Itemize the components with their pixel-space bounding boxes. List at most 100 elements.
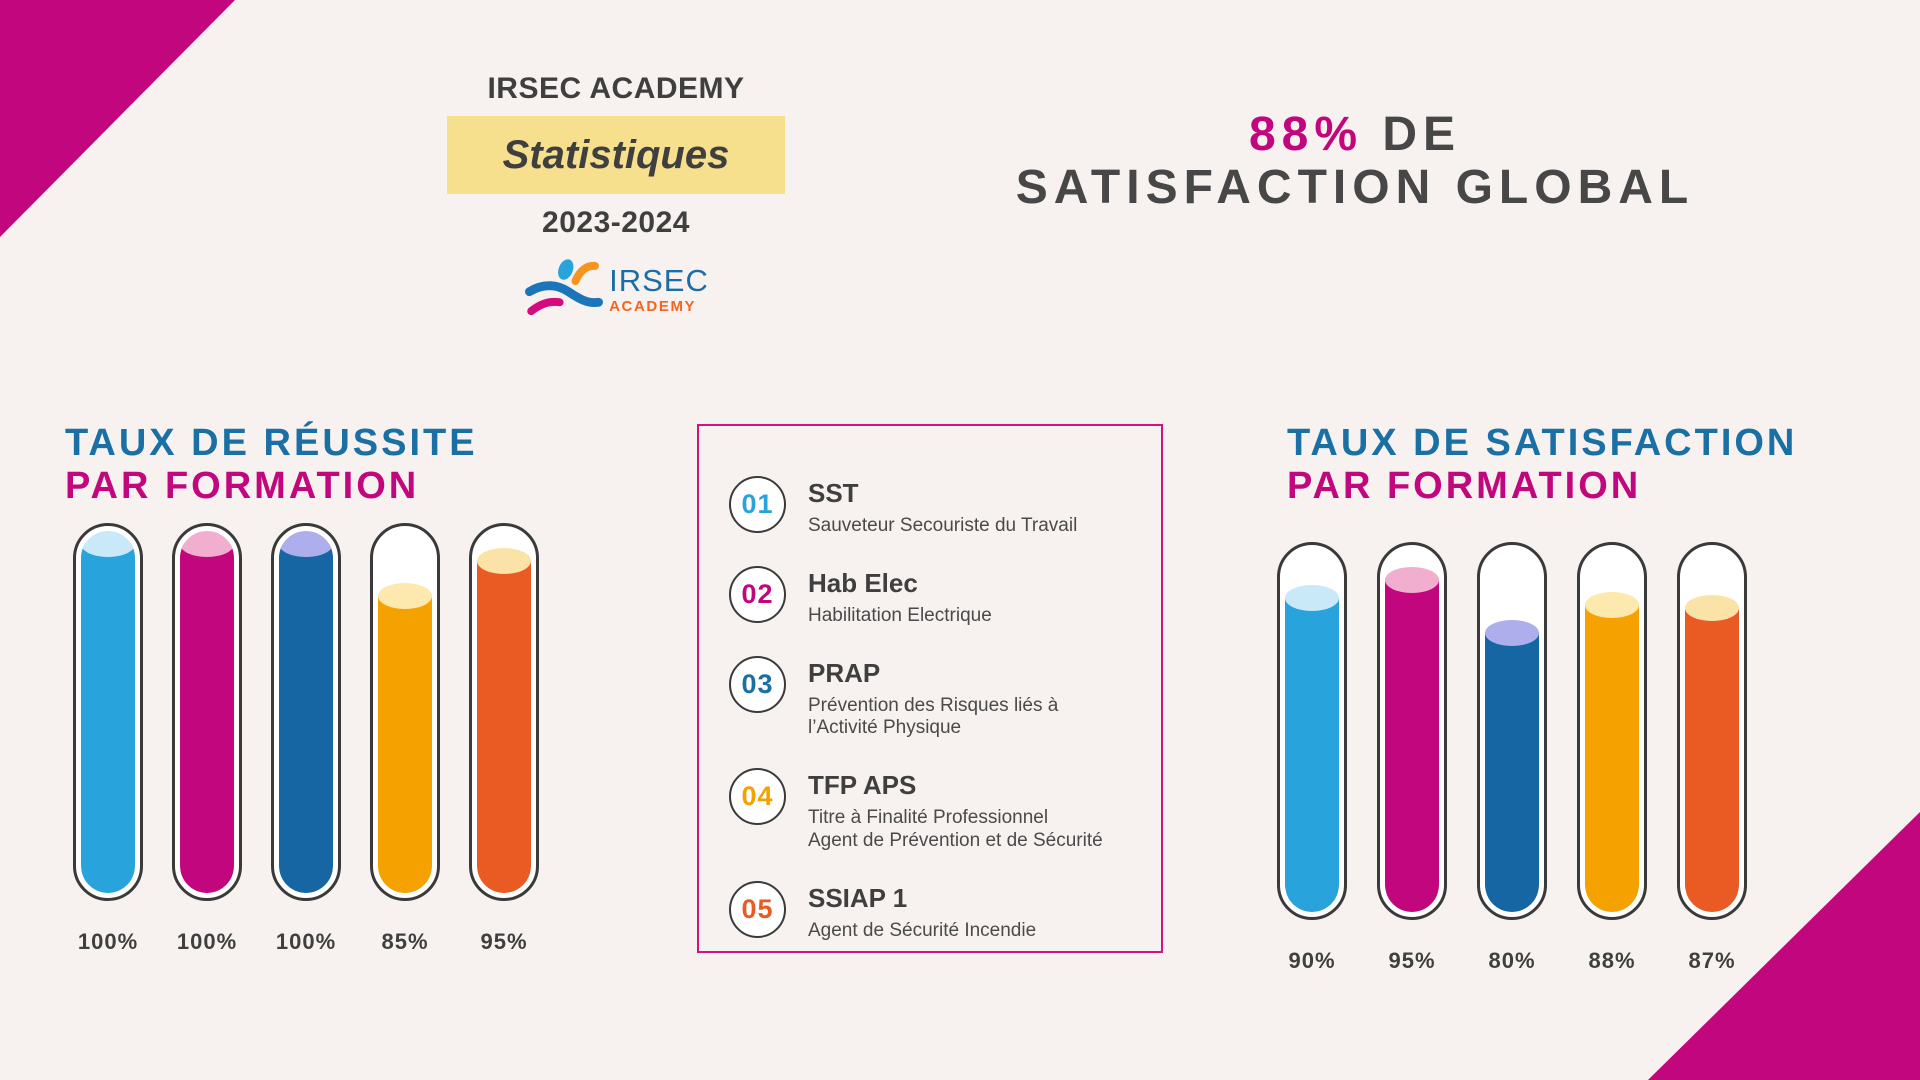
period-label: 2023-2024 [542, 206, 690, 239]
formation-description: Prévention des Risques liés à l’Activité … [808, 694, 1059, 739]
bar-value-label: 88% [1588, 948, 1636, 973]
formation-description: Agent de Sécurité Incendie [808, 919, 1037, 941]
headline-line1-rest: DE [1382, 108, 1462, 161]
formation-code: PRAP [808, 657, 881, 688]
irsec-logo-text: IRSEC ACADEMY [609, 265, 709, 314]
satisfaction-rate-title-line2: PAR FORMATION [1287, 464, 1642, 507]
tube-hab-elec: 100% [172, 523, 242, 955]
test-tube-outline [370, 523, 440, 901]
liquid-fill [180, 531, 234, 893]
formation-description: Titre à Finalité Professionnel Agent de P… [808, 807, 1103, 851]
tube-hab-elec: 95% [1377, 542, 1447, 974]
test-tube-glass [1385, 550, 1439, 912]
satisfaction-rate-title-line1: TAUX DE SATISFACTION [1287, 421, 1798, 464]
tube-tfp-aps: 88% [1577, 542, 1647, 974]
test-tube-glass [477, 531, 531, 893]
liquid-surface [180, 531, 234, 557]
bar-value-label: 100% [176, 929, 238, 954]
test-tube-glass [378, 531, 432, 893]
test-tube-glass [1585, 550, 1639, 912]
success-rate-chart: 100% 100% 100% 85% 95% [73, 523, 539, 955]
success-rate-title-line2: PAR FORMATION [65, 464, 420, 507]
legend-number-badge: 02 [729, 565, 786, 623]
tube-ssiap-1: 95% [469, 523, 539, 955]
tube-tfp-aps: 85% [370, 523, 440, 955]
bar-value-label: 80% [1488, 948, 1536, 973]
formation-description: Sauveteur Secouriste du Travail [808, 515, 1078, 536]
irsec-logo-icon [525, 259, 604, 316]
satisfaction-rate-title: TAUX DE SATISFACTION PAR FORMATION [1287, 422, 1797, 508]
liquid-fill [1685, 595, 1739, 912]
test-tube-glass [81, 531, 135, 893]
test-tube-outline [1477, 542, 1547, 920]
legend-text: PRAP Prévention des Risques liés à l’Activ… [808, 656, 1058, 741]
formation-code: SSIAP 1 [808, 882, 908, 913]
success-rate-title-line1: TAUX DE RÉUSSITE [65, 421, 478, 464]
test-tube-outline [172, 523, 242, 901]
legend-number-badge: 01 [729, 476, 786, 533]
test-tube-glass [1285, 550, 1339, 912]
formation-code: Hab Elec [808, 567, 918, 598]
bar-value-label: 85% [381, 929, 429, 954]
bar-value-label: 87% [1688, 948, 1736, 973]
liquid-surface [1685, 595, 1739, 621]
logo-name: IRSEC [609, 262, 709, 298]
formation-description: Habilitation Electrique [808, 604, 992, 626]
formation-code: SST [808, 478, 859, 508]
logo-subtitle: ACADEMY [609, 297, 697, 315]
legend-text: Hab Elec Habilitation Electrique [808, 566, 992, 628]
test-tube-glass [279, 531, 333, 893]
legend-number-badge: 05 [729, 880, 786, 938]
liquid-surface [279, 531, 333, 557]
corner-triangle-top-left [0, 0, 235, 237]
legend-item-tfp-aps: 04 TFP APS Titre à Finalité Professionnel A… [729, 768, 1141, 853]
legend-number-badge: 04 [729, 768, 786, 826]
bar-value-label: 100% [77, 929, 139, 954]
brand-header: IRSEC ACADEMY Statistiques 2023-2024 IRS… [447, 72, 785, 320]
liquid-surface [81, 531, 135, 557]
legend-item-prap: 03 PRAP Prévention des Risques liés à l’Act… [729, 655, 1141, 741]
test-tube-outline [73, 523, 143, 901]
bar-value-label: 90% [1288, 948, 1336, 973]
brand-title: IRSEC ACADEMY [487, 72, 745, 105]
global-satisfaction-value: 88% [1248, 108, 1364, 161]
liquid-fill [378, 583, 432, 893]
liquid-surface [1585, 592, 1639, 618]
legend-item-hab-elec: 02 Hab Elec Habilitation Electrique [729, 565, 1141, 628]
liquid-surface [1385, 567, 1439, 593]
statistics-badge-label: Statistiques [502, 132, 730, 177]
headline-line2: SATISFACTION GLOBAL [1015, 161, 1695, 214]
legend-number-badge: 03 [729, 655, 786, 713]
test-tube-outline [469, 523, 539, 901]
bar-value-label: 95% [480, 929, 528, 954]
liquid-fill [1285, 585, 1339, 912]
bar-value-label: 95% [1388, 948, 1436, 973]
tube-prap: 100% [271, 523, 341, 955]
liquid-fill [477, 548, 531, 893]
legend-text: SSIAP 1 Agent de Sécurité Incendie [808, 881, 1036, 943]
legend-item-ssiap-1: 05 SSIAP 1 Agent de Sécurité Incendie [729, 880, 1141, 943]
global-satisfaction-headline: 88% DE SATISFACTION GLOBAL [1016, 108, 1694, 214]
bar-value-label: 100% [275, 929, 337, 954]
liquid-fill [1485, 620, 1539, 912]
test-tube-glass [1485, 550, 1539, 912]
tube-sst: 100% [73, 523, 143, 955]
legend-text: SST Sauveteur Secouriste du Travail [808, 476, 1077, 538]
formation-code: TFP APS [808, 770, 917, 801]
test-tube-outline [1577, 542, 1647, 920]
test-tube-glass [1685, 550, 1739, 912]
test-tube-outline [1377, 542, 1447, 920]
headline-line1: 88% DE [1016, 108, 1694, 161]
statistics-badge: Statistiques [447, 116, 785, 194]
tube-sst: 90% [1277, 542, 1347, 974]
liquid-surface [1485, 620, 1539, 646]
test-tube-outline [1277, 542, 1347, 920]
liquid-fill [1385, 567, 1439, 912]
liquid-surface [477, 548, 531, 574]
success-rate-title: TAUX DE RÉUSSITE PAR FORMATION [65, 422, 478, 508]
tube-ssiap-1: 87% [1677, 542, 1747, 974]
test-tube-outline [271, 523, 341, 901]
test-tube-glass [180, 531, 234, 893]
satisfaction-rate-chart: 90% 95% 80% 88% 87% [1277, 542, 1747, 974]
